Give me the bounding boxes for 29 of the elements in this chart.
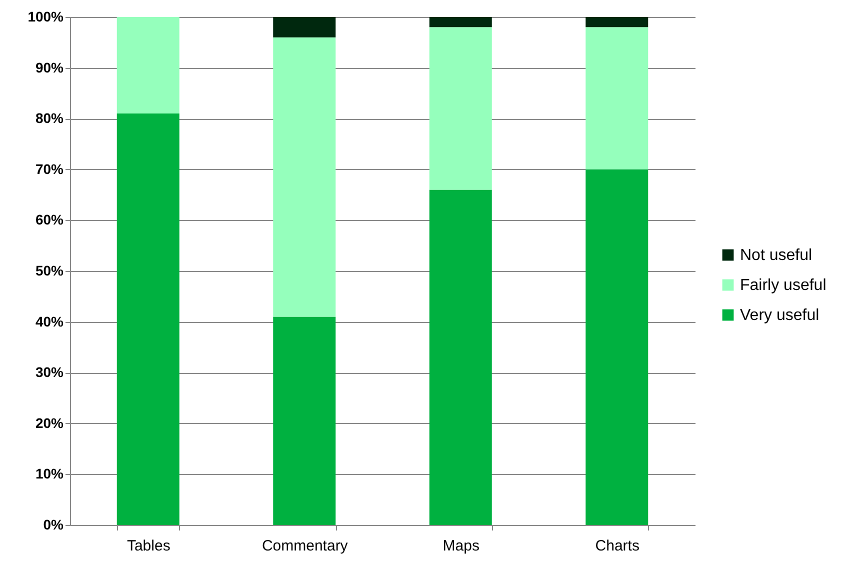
y-tick-label: 20% — [35, 414, 64, 431]
bar — [586, 17, 648, 28]
bar — [116, 114, 180, 525]
x-tick-label: Maps — [442, 538, 480, 554]
bar — [116, 17, 180, 114]
legend-label: Very useful — [740, 307, 820, 324]
bar — [586, 27, 648, 170]
bar — [429, 27, 492, 190]
x-tick-label: Commentary — [262, 538, 348, 554]
y-tick-label: 70% — [35, 160, 64, 177]
y-tick-label: 100% — [28, 8, 64, 24]
bar — [586, 169, 648, 525]
legend-label: Fairly useful — [740, 277, 826, 294]
y-tick-label: 60% — [35, 212, 64, 228]
legend-label: Not useful — [740, 247, 812, 264]
y-tick-label: 90% — [35, 59, 64, 76]
y-tick-label: 40% — [35, 313, 64, 330]
y-tick-label: 80% — [35, 110, 64, 126]
bar — [273, 316, 336, 525]
x-tick-label: Charts — [595, 538, 640, 554]
bar — [429, 190, 492, 525]
y-tick-label: 50% — [35, 262, 64, 278]
bar — [273, 17, 336, 38]
bar — [273, 37, 336, 317]
y-tick-label: 0% — [43, 516, 64, 532]
x-tick-label: Tables — [126, 538, 170, 554]
y-tick-label: 30% — [35, 364, 64, 380]
y-tick-label: 10% — [35, 466, 64, 482]
bar — [429, 17, 492, 28]
